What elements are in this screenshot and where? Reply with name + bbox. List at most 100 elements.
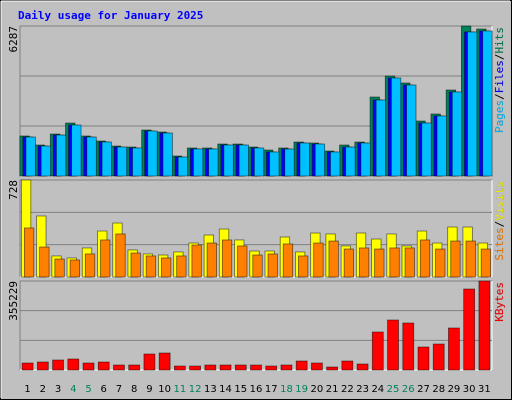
x-tick-label: 18: [280, 384, 293, 395]
bar: [237, 245, 248, 278]
bar: [116, 146, 128, 177]
bar: [463, 288, 476, 371]
x-tick-label: 13: [204, 384, 217, 395]
bar: [284, 148, 295, 177]
legend-separator: /: [493, 54, 506, 61]
bar: [54, 258, 65, 278]
bar: [204, 364, 217, 371]
bar: [269, 151, 280, 177]
bar: [67, 358, 80, 371]
bar: [161, 257, 172, 278]
bar: [86, 136, 97, 177]
bar: [55, 134, 67, 177]
bar: [21, 362, 34, 371]
legend-separator: /: [493, 93, 506, 100]
legend: KBytes: [493, 282, 506, 322]
x-tick-label: 10: [158, 384, 171, 395]
legend-entry: Visits: [493, 181, 506, 221]
bar: [280, 364, 293, 371]
bar: [191, 244, 202, 278]
bar: [143, 353, 156, 371]
bar: [435, 248, 446, 278]
bar: [360, 142, 371, 177]
x-tick-label: 2: [40, 384, 46, 395]
bar: [311, 362, 323, 371]
bar: [193, 148, 204, 177]
bar: [101, 141, 112, 177]
bar: [371, 331, 384, 371]
bar: [448, 327, 460, 371]
bar: [162, 132, 173, 177]
bar: [234, 364, 247, 371]
y-tick-label: 355229: [7, 281, 20, 321]
bar: [238, 144, 249, 177]
bar: [478, 280, 491, 371]
x-tick-label: 24: [371, 384, 384, 395]
bar: [390, 77, 402, 177]
bar: [113, 364, 125, 371]
bar: [115, 233, 126, 278]
bar: [252, 254, 263, 278]
x-tick-label: 7: [116, 384, 122, 395]
bar: [176, 255, 187, 278]
bar: [299, 142, 310, 177]
bar: [177, 156, 189, 177]
bar: [450, 240, 461, 278]
x-tick-label: 29: [448, 384, 461, 395]
bar: [467, 31, 478, 177]
x-tick-label: 28: [432, 384, 445, 395]
bar: [158, 352, 171, 371]
x-tick-label: 30: [463, 384, 476, 395]
x-tick-label: 9: [146, 384, 152, 395]
bar: [84, 253, 96, 278]
bar: [25, 136, 36, 177]
bar: [221, 239, 233, 278]
bar: [253, 147, 265, 177]
y-tick-label: 6287: [7, 26, 20, 53]
bar: [314, 143, 326, 177]
x-tick-label: 4: [70, 384, 76, 395]
bar: [436, 115, 447, 177]
bar: [328, 240, 339, 278]
bar: [313, 242, 324, 278]
x-tick-label: 3: [55, 384, 61, 395]
bar: [404, 247, 415, 278]
legend-entry: Pages: [493, 100, 506, 133]
bar: [39, 246, 50, 278]
bar: [406, 84, 417, 177]
bar: [356, 363, 369, 371]
bar: [24, 227, 35, 278]
x-tick-label: 14: [219, 384, 232, 395]
x-tick-label: 26: [402, 384, 415, 395]
legend-entry: Sites: [493, 227, 506, 260]
bar: [71, 124, 82, 177]
bar: [341, 360, 354, 371]
chart-title: Daily usage for January 2025: [18, 9, 203, 22]
x-tick-label: 17: [265, 384, 278, 395]
bar: [40, 145, 52, 177]
bar: [387, 319, 399, 371]
x-tick-label: 8: [131, 384, 137, 395]
bar: [417, 346, 430, 371]
bar: [147, 130, 158, 177]
x-tick-label: 15: [234, 384, 247, 395]
bar: [375, 99, 386, 177]
bar: [358, 247, 370, 278]
x-tick-label: 22: [341, 384, 354, 395]
bar: [206, 242, 217, 278]
x-tick-label: 27: [417, 384, 430, 395]
x-tick-label: 1: [24, 384, 30, 395]
bar: [298, 255, 309, 278]
x-tick-label: 16: [250, 384, 263, 395]
x-tick-label: 25: [387, 384, 400, 395]
bar: [69, 259, 80, 278]
bar: [100, 239, 111, 278]
bar: [345, 146, 356, 177]
bar: [97, 361, 110, 371]
x-tick-label: 20: [311, 384, 324, 395]
x-tick-label: 19: [295, 384, 308, 395]
bar: [482, 30, 493, 177]
bar: [465, 240, 476, 278]
